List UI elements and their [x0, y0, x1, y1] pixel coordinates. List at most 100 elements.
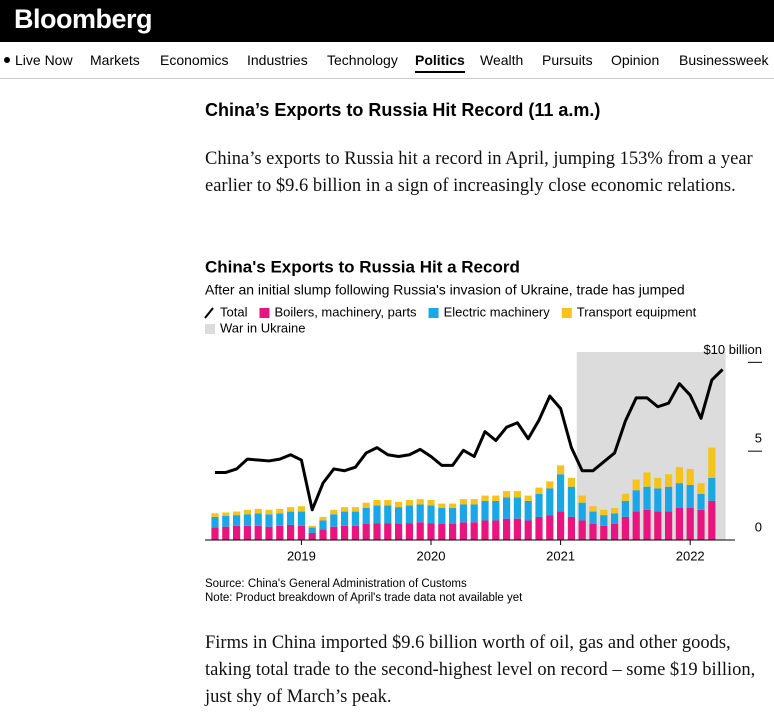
bar [438, 524, 446, 540]
bar [319, 529, 327, 540]
bar [341, 511, 349, 526]
bar [330, 509, 338, 515]
y-tick-label: 0 [755, 519, 762, 534]
bar [254, 508, 262, 514]
chart-title: China's Exports to Russia Hit a Record [205, 257, 520, 276]
bar [686, 508, 694, 540]
paragraph: Firms in China imported $9.6 billion wor… [205, 633, 756, 707]
bar [697, 483, 705, 494]
bar [427, 500, 435, 506]
y-tick-label: $10 billion [703, 342, 762, 357]
bar [438, 508, 446, 525]
bar [254, 525, 262, 540]
bar [416, 499, 424, 505]
bar [459, 499, 467, 505]
bar [351, 525, 359, 540]
bar [276, 508, 284, 514]
bar [600, 515, 608, 526]
bar [416, 504, 424, 523]
nav-item[interactable]: Businessweek [679, 52, 769, 68]
bar [405, 505, 413, 524]
bar [287, 524, 295, 540]
bar [395, 507, 403, 525]
bar [438, 503, 446, 509]
bar [265, 514, 273, 527]
bar [222, 516, 230, 527]
paragraph: China’s exports to Russia hit a record i… [205, 149, 753, 196]
bar [643, 472, 651, 487]
bar [621, 516, 629, 540]
bar [384, 505, 392, 524]
bar [665, 486, 673, 512]
bar [665, 511, 673, 540]
bar [492, 500, 500, 521]
bar [621, 493, 629, 501]
logo[interactable]: Bloomberg [14, 4, 153, 34]
bar [459, 504, 467, 523]
bar [233, 511, 241, 516]
bar [254, 513, 262, 526]
bar [287, 511, 295, 525]
nav-item[interactable]: Pursuits [542, 52, 593, 68]
bar [686, 468, 694, 485]
bar [405, 500, 413, 506]
bar [449, 508, 457, 525]
bar [708, 477, 716, 501]
bar [621, 500, 629, 517]
bar [211, 513, 219, 517]
bar [308, 532, 316, 540]
bar [675, 467, 683, 484]
bar [351, 511, 359, 526]
bar [211, 527, 219, 540]
bar [373, 523, 381, 540]
bar [330, 514, 338, 527]
bar [330, 526, 338, 540]
chart-subtitle: After an initial slump following Russia'… [205, 282, 685, 298]
bar [589, 506, 597, 512]
bar [513, 518, 521, 540]
bar [243, 514, 251, 526]
nav-item[interactable]: Economics [160, 52, 229, 68]
bar [632, 479, 640, 491]
bar [308, 527, 316, 533]
bar [416, 522, 424, 540]
bar [449, 524, 457, 540]
legend-label: War in Ukraine [220, 320, 305, 335]
nav-item[interactable]: Markets [90, 52, 140, 68]
nav-item[interactable]: Opinion [611, 52, 660, 68]
nav-item[interactable]: Technology [327, 52, 398, 68]
bar [524, 520, 532, 540]
bar [265, 509, 273, 515]
bar [492, 520, 500, 540]
bar [524, 495, 532, 501]
bar [319, 520, 327, 530]
bar [546, 481, 554, 489]
bar [351, 507, 359, 512]
bar [481, 520, 489, 540]
bar [470, 499, 478, 505]
legend-icon [259, 308, 270, 318]
bar [470, 504, 478, 523]
bar [546, 515, 554, 540]
nav-bar: Live Now Markets Economics Industries Techno… [0, 42, 774, 79]
nav-item[interactable]: Industries [247, 52, 308, 68]
bar [557, 465, 565, 475]
bar [492, 495, 500, 501]
nav-item[interactable]: Wealth [480, 52, 524, 68]
bar [546, 488, 554, 516]
nav-item[interactable]: Live Now [4, 52, 73, 68]
bar [600, 525, 608, 540]
nav-item[interactable]: Politics [415, 52, 465, 73]
bar [643, 509, 651, 540]
bar [341, 507, 349, 512]
bar [297, 511, 305, 526]
source: Source: China's General Administration o… [205, 578, 467, 590]
bar [373, 500, 381, 506]
y-tick-label: 5 [755, 431, 762, 446]
legend-label: Total [220, 304, 248, 319]
legend-icon [561, 308, 572, 318]
bar [503, 518, 511, 540]
legend-icon [204, 307, 214, 319]
legend-label: Electric machinery [444, 304, 551, 319]
